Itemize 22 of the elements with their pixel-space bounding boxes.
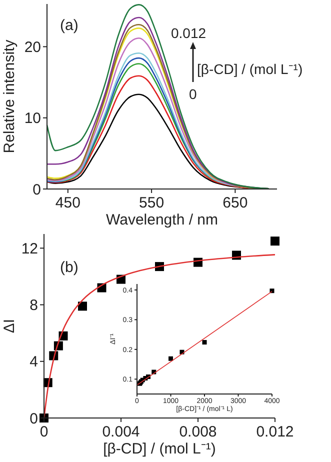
y-axis-title: Relative intensity (1, 39, 18, 154)
x-axis-title: Wavelength / nm (106, 212, 218, 228)
y-tick-label: 8 (30, 297, 38, 314)
x-tick-label: 450 (55, 194, 80, 212)
y-axis-title: ΔI (1, 318, 18, 334)
annotation: 0 (189, 86, 197, 102)
x-tick-label: 0.004 (102, 423, 140, 440)
y-tick-label: 20 (24, 38, 41, 56)
annotation: (b) (60, 259, 78, 276)
annotation: 0.012 (171, 25, 206, 41)
y-tick-label: 0 (32, 181, 41, 198)
annotation: [β-CD] / (mol L⁻¹) (197, 61, 303, 77)
x-axis-title: [β-CD] / (mol L⁻¹) (103, 440, 216, 458)
x-tick-label: 650 (222, 194, 248, 212)
y-tick-label: 12 (21, 240, 38, 258)
x-tick-label: 0.012 (256, 423, 294, 440)
y-tick-label: 10 (24, 110, 41, 128)
y-tick-label: 4 (30, 354, 38, 371)
y-tick-label: 0 (30, 410, 38, 428)
x-tick-label: 0.008 (179, 423, 217, 440)
x-tick-label: 550 (139, 194, 164, 212)
annotation: (a) (60, 17, 78, 34)
